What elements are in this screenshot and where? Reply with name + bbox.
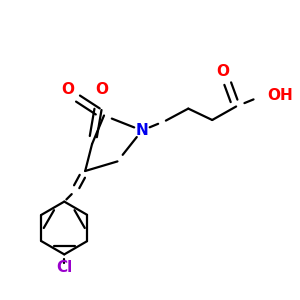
Text: OH: OH <box>267 88 293 104</box>
Text: O: O <box>96 82 109 98</box>
Text: Cl: Cl <box>56 260 72 275</box>
Text: N: N <box>136 123 148 138</box>
Text: O: O <box>61 82 74 97</box>
Text: O: O <box>216 64 229 79</box>
